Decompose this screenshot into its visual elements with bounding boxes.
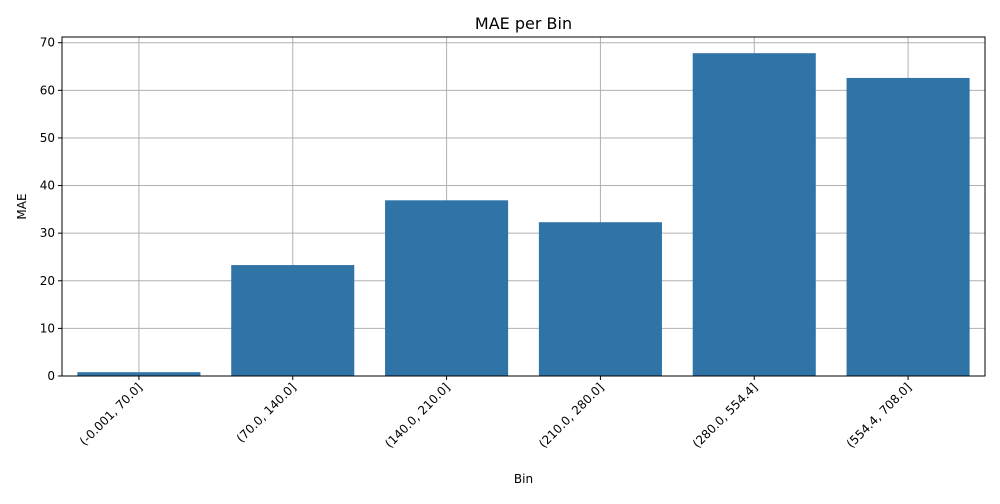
plot-frame: [61, 36, 986, 377]
x-tick-label: (70.0, 140.0]: [234, 380, 299, 445]
bar: [538, 222, 662, 376]
y-tick-label: 0: [47, 369, 55, 383]
y-tick-label: 10: [40, 321, 55, 335]
y-axis-ticks: 0 10 20 30 40 50 60 70: [40, 36, 62, 383]
x-axis-ticks: (-0.001, 70.0] (70.0, 140.0] (140.0, 210.0…: [77, 376, 914, 451]
y-tick-label: 20: [40, 274, 55, 288]
y-tick-label: 30: [40, 226, 55, 240]
x-tick-label: (210.0, 280.0]: [536, 380, 607, 451]
bar: [77, 372, 201, 376]
bar: [692, 53, 816, 376]
bar: [846, 77, 970, 377]
x-tick-label: (554.4, 708.0]: [844, 380, 915, 451]
y-tick-label: 70: [40, 36, 55, 50]
chart-title: MAE per Bin: [475, 14, 572, 33]
y-tick-label: 50: [40, 131, 55, 145]
bar: [385, 200, 509, 376]
x-tick-label: (280.0, 554.4]: [690, 380, 761, 451]
x-tick-label: (-0.001, 70.0]: [77, 380, 145, 448]
y-axis-label: MAE: [15, 193, 29, 219]
y-tick-label: 40: [40, 179, 55, 193]
bar: [231, 265, 355, 376]
y-tick-label: 60: [40, 83, 55, 97]
bar-layer: [77, 53, 970, 377]
x-tick-label: (140.0, 210.0]: [382, 380, 453, 451]
x-axis-label: Bin: [514, 472, 533, 486]
